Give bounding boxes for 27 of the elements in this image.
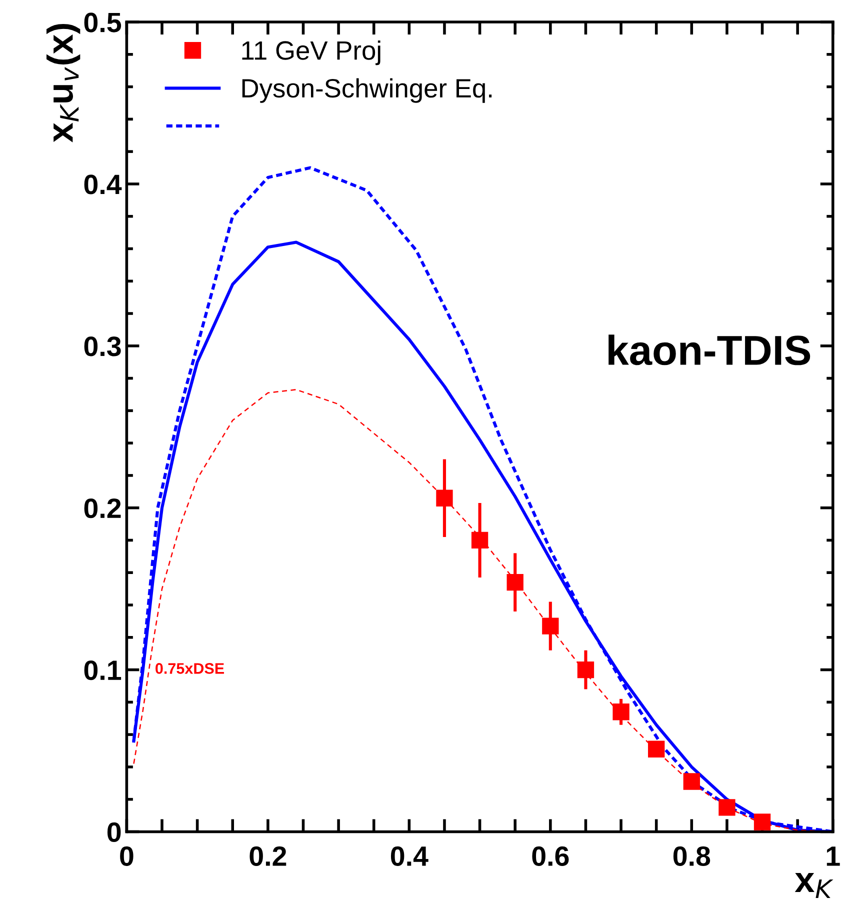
point [577,661,594,678]
y-tick-label: 0.5 [84,12,122,32]
point [718,799,736,816]
y-axis-title: x$_{K}$u$_{v}$(x) [46,24,80,142]
point [683,773,700,790]
x-tick-label: 1 [826,846,840,866]
x-tick-label: 0.4 [390,846,428,866]
y-tick-label: 0 [107,822,121,842]
y-tick-label: 0.4 [84,174,122,194]
annotation: 0.75xDSE [156,663,224,674]
point [506,574,524,591]
point [471,532,488,549]
point [542,618,559,634]
y-tick-label: 0.2 [84,498,121,518]
point [754,814,771,830]
x-axis-title: x$_{K}$ [794,872,834,898]
legend-label: 11 GeV Proj [242,40,380,66]
legend-label: Dyson-Schwinger Eq. [242,78,492,103]
x-tick-label: 0.2 [250,846,286,866]
point [436,490,453,506]
y-tick-label: 0.3 [84,336,121,356]
point [648,740,665,758]
point [612,704,630,720]
x-tick-label: 0.8 [673,846,710,866]
y-tick-label: 0.1 [84,660,122,680]
x-tick-label: 0.6 [532,846,569,866]
annotation: kaon-TDIS [608,334,810,366]
